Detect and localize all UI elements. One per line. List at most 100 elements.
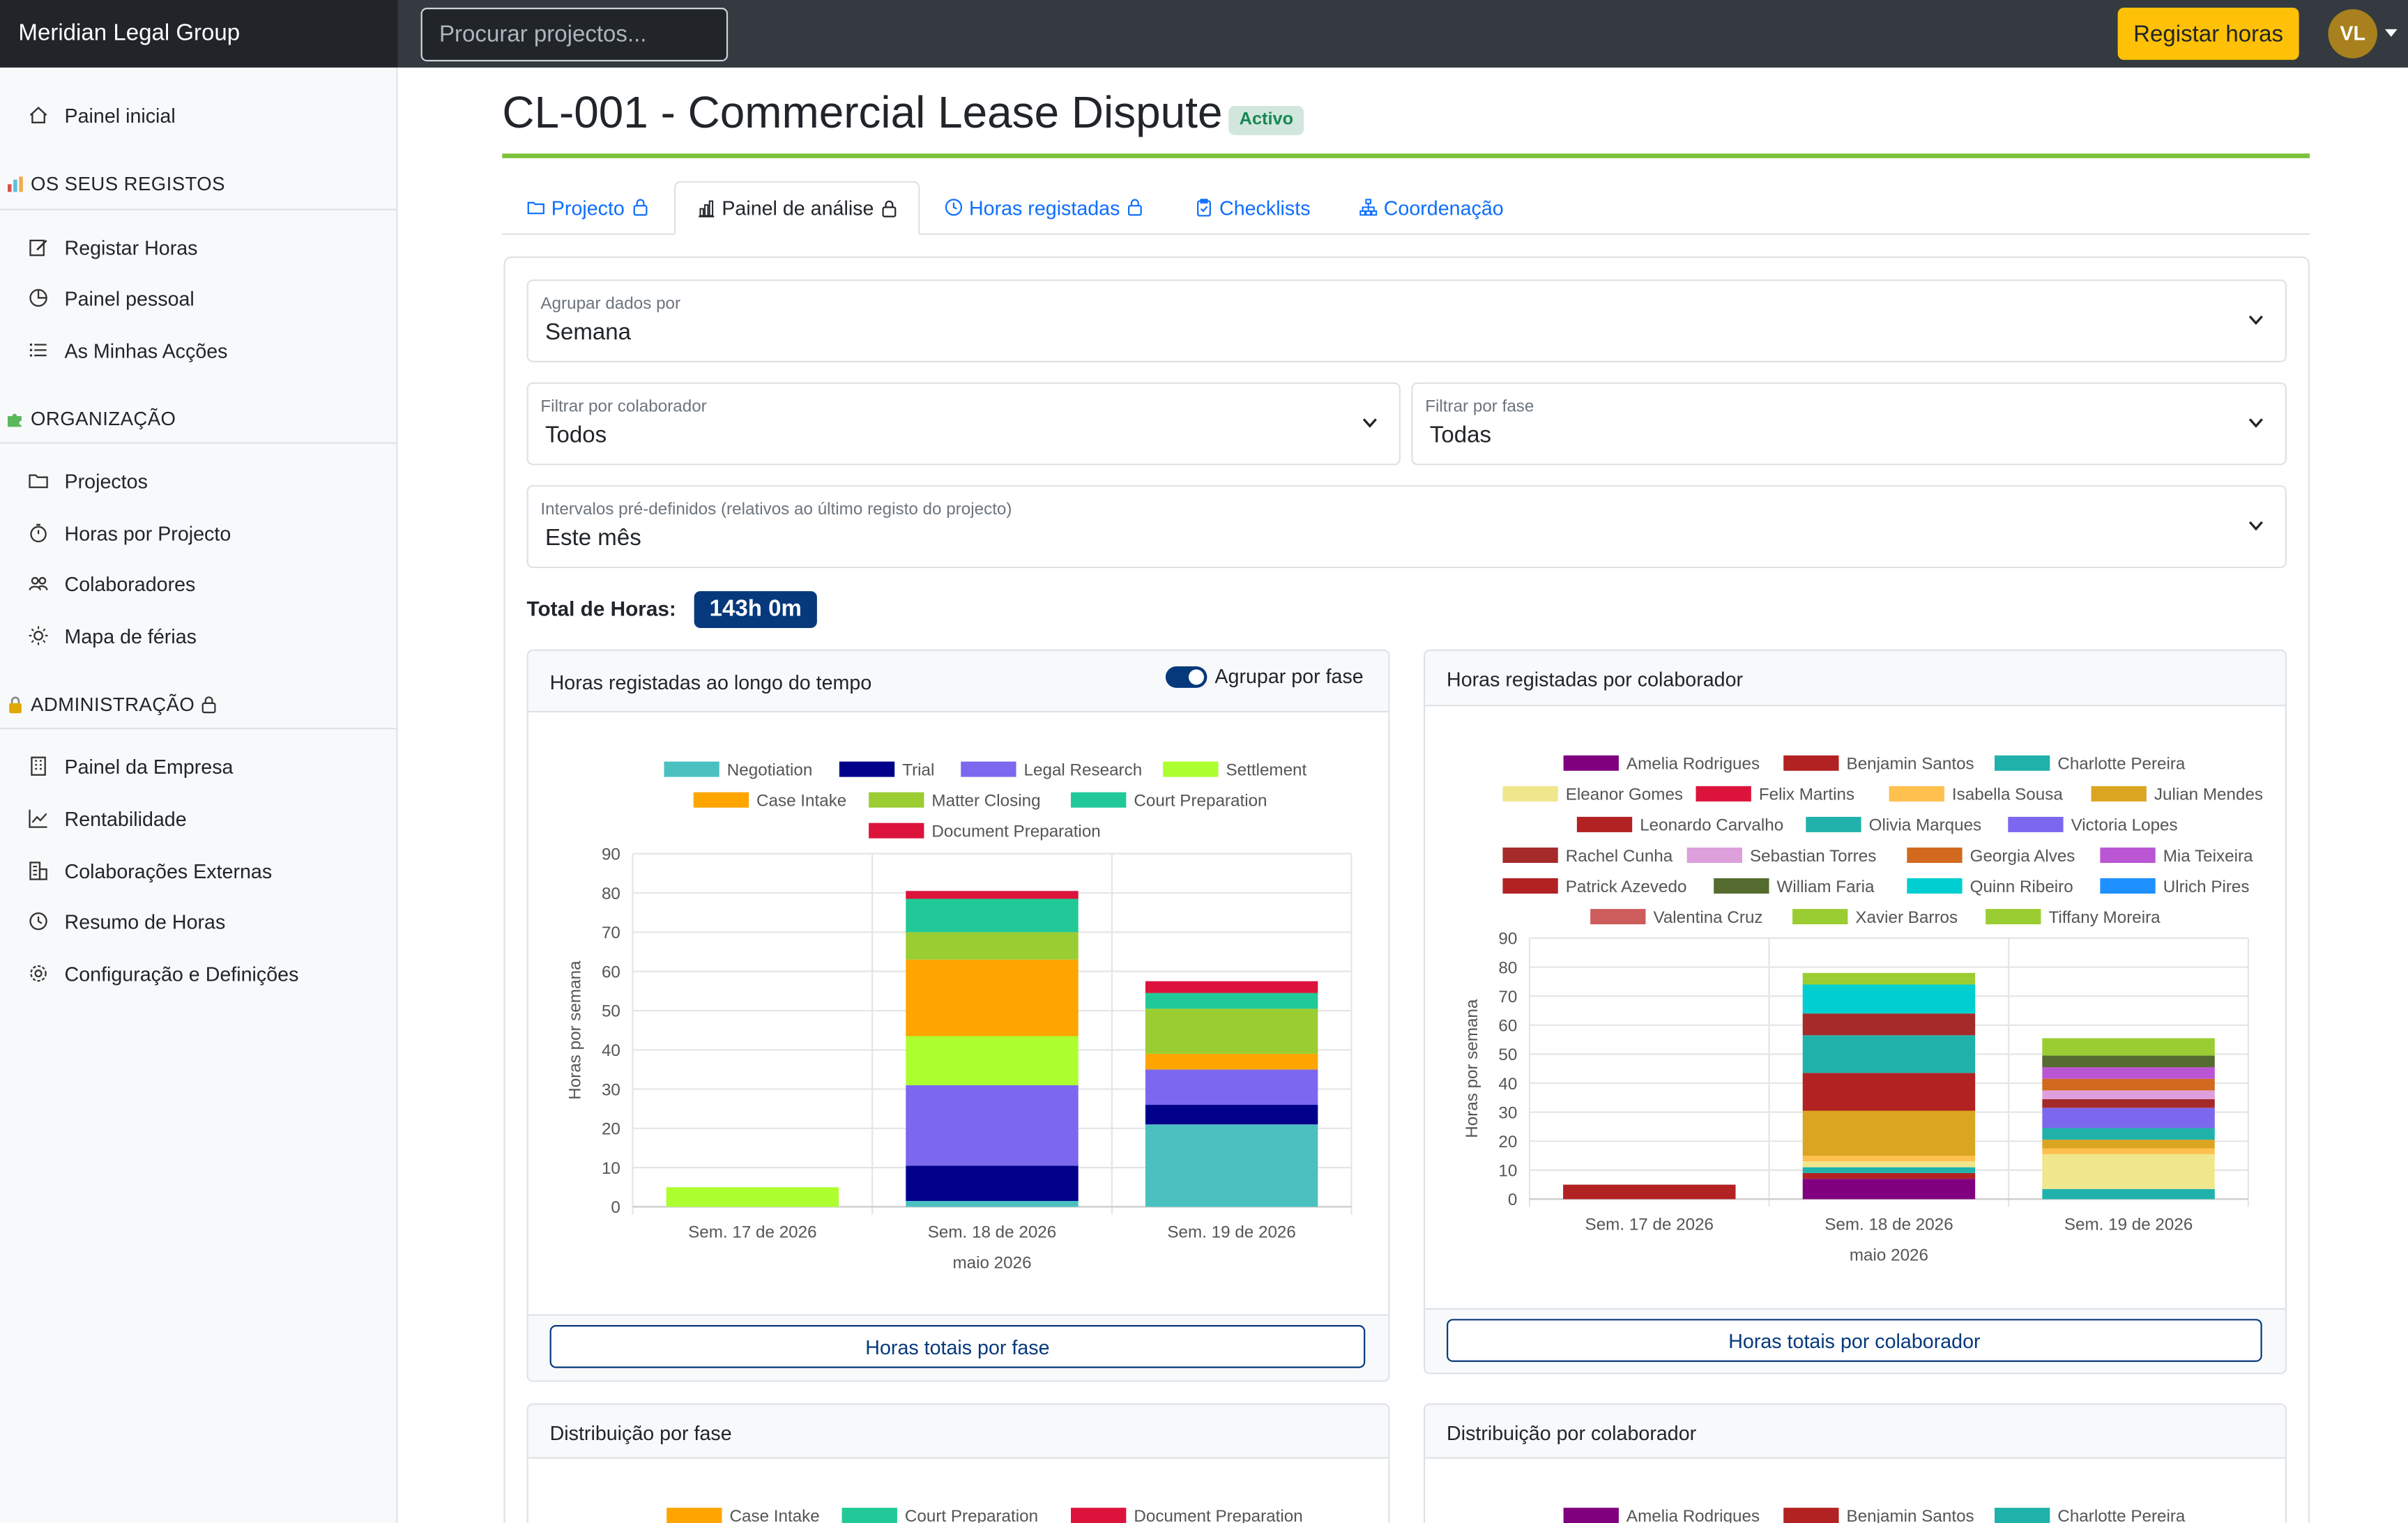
bar-segment[interactable]	[1145, 1105, 1318, 1125]
legend-swatch[interactable]	[1590, 909, 1646, 925]
legend-label[interactable]: William Faria	[1777, 878, 1875, 896]
bar-segment[interactable]	[906, 959, 1079, 1036]
legend-label[interactable]: Valentina Cruz	[1653, 908, 1762, 927]
legend-swatch[interactable]	[1889, 786, 1944, 802]
bar-segment[interactable]	[2042, 1188, 2215, 1200]
legend-label[interactable]: Olivia Marques	[1869, 816, 1982, 835]
sidebar-item-register-hours[interactable]: Registar Horas	[26, 229, 198, 266]
legend-label[interactable]: Negotiation	[727, 760, 813, 779]
bar-segment[interactable]	[1802, 1179, 1976, 1200]
legend-label[interactable]: Matter Closing	[931, 791, 1040, 810]
legend-swatch[interactable]	[1783, 755, 1839, 771]
collaborator-filter-select[interactable]: Filtrar por colaborador Todos	[526, 382, 1401, 466]
legend-swatch[interactable]	[1502, 786, 1558, 802]
legend-swatch[interactable]	[1071, 1508, 1127, 1523]
interval-select[interactable]: Intervalos pré-definidos (relativos ao ú…	[526, 485, 2287, 569]
legend-label[interactable]: Rachel Cunha	[1566, 847, 1673, 866]
bar-segment[interactable]	[1802, 979, 1976, 985]
legend-label[interactable]: Charlotte Pereira	[2057, 1507, 2186, 1523]
bar-segment[interactable]	[1802, 1035, 1976, 1073]
bar-segment[interactable]	[1145, 1069, 1318, 1105]
legend-label[interactable]: Amelia Rodrigues	[1626, 755, 1760, 774]
bar-segment[interactable]	[906, 1085, 1079, 1166]
bar-segment[interactable]	[2042, 1067, 2215, 1079]
legend-label[interactable]: Benjamin Santos	[1847, 755, 1974, 774]
bar-segment[interactable]	[1802, 1110, 1976, 1156]
bar-segment[interactable]	[1802, 972, 1976, 979]
legend-swatch[interactable]	[1695, 786, 1751, 802]
legend-label[interactable]: Court Preparation	[905, 1507, 1038, 1523]
total-hours-by-collaborator-button[interactable]: Horas totais por colaborador	[1447, 1319, 2262, 1362]
legend-label[interactable]: Mia Teixeira	[2163, 847, 2253, 866]
bar-segment[interactable]	[906, 898, 1079, 933]
bar-segment[interactable]	[906, 1165, 1079, 1201]
legend-label[interactable]: Julian Mendes	[2154, 786, 2263, 804]
bar-segment[interactable]	[2042, 1128, 2215, 1140]
legend-label[interactable]: Ulrich Pires	[2163, 878, 2250, 896]
legend-swatch[interactable]	[1071, 792, 1127, 808]
sidebar-item-external-collaborations[interactable]: Colaborações Externas	[26, 852, 272, 889]
legend-swatch[interactable]	[666, 1508, 722, 1523]
legend-swatch[interactable]	[1502, 878, 1558, 894]
legend-swatch[interactable]	[869, 822, 924, 839]
bar-segment[interactable]	[1145, 1124, 1318, 1207]
legend-swatch[interactable]	[1995, 755, 2050, 771]
bar-segment[interactable]	[1802, 1073, 1976, 1111]
legend-label[interactable]: Victoria Lopes	[2071, 816, 2178, 835]
legend-label[interactable]: Georgia Alves	[1970, 847, 2075, 866]
sidebar-item-settings[interactable]: Configuração e Definições	[26, 955, 298, 992]
bar-segment[interactable]	[906, 891, 1079, 899]
legend-label[interactable]: Xavier Barros	[1855, 908, 1958, 927]
tab-checklists[interactable]: Checklists	[1195, 181, 1311, 234]
tab-coordination[interactable]: Coordenação	[1359, 181, 1504, 234]
legend-label[interactable]: Charlotte Pereira	[2057, 755, 2186, 774]
legend-swatch[interactable]	[1563, 755, 1619, 771]
legend-label[interactable]: Eleanor Gomes	[1566, 786, 1683, 804]
bar-segment[interactable]	[1802, 984, 1976, 1014]
legend-swatch[interactable]	[869, 792, 924, 808]
sidebar-item-company-dashboard[interactable]: Painel da Empresa	[26, 748, 233, 785]
legend-label[interactable]: Court Preparation	[1134, 791, 1267, 810]
bar-segment[interactable]	[1802, 1155, 1976, 1162]
legend-swatch[interactable]	[1714, 878, 1769, 894]
bar-segment[interactable]	[2042, 1078, 2215, 1091]
legend-swatch[interactable]	[1907, 878, 1963, 894]
legend-swatch[interactable]	[1686, 847, 1742, 863]
legend-swatch[interactable]	[1783, 1508, 1839, 1523]
legend-label[interactable]: Trial	[902, 760, 934, 779]
sidebar-item-hours-per-project[interactable]: Horas por Projecto	[26, 514, 231, 551]
legend-swatch[interactable]	[839, 761, 895, 777]
bar-segment[interactable]	[1802, 1172, 1976, 1179]
legend-swatch[interactable]	[664, 761, 719, 777]
bar-segment[interactable]	[906, 1200, 1079, 1207]
sidebar-item-home[interactable]: Painel inicial	[26, 97, 176, 134]
legend-swatch[interactable]	[841, 1508, 897, 1523]
bar-segment[interactable]	[2042, 1038, 2215, 1056]
bar-segment[interactable]	[1145, 993, 1318, 1009]
sidebar-item-my-actions[interactable]: As Minhas Acções	[26, 332, 227, 369]
legend-swatch[interactable]	[1806, 816, 1861, 832]
bar-segment[interactable]	[2042, 1108, 2215, 1128]
bar-segment[interactable]	[1145, 1053, 1318, 1070]
legend-label[interactable]: Sebastian Torres	[1750, 847, 1876, 866]
tab-analysis-dashboard[interactable]: Painel de análise	[674, 181, 920, 236]
legend-label[interactable]: Isabella Sousa	[1952, 786, 2063, 804]
bar-segment[interactable]	[2042, 1140, 2215, 1149]
sidebar-item-personal-dashboard[interactable]: Painel pessoal	[26, 280, 195, 316]
sidebar-item-vacation-map[interactable]: Mapa de férias	[26, 618, 197, 655]
total-hours-by-phase-button[interactable]: Horas totais por fase	[549, 1325, 1366, 1368]
brand-name[interactable]: Meridian Legal Group	[0, 0, 398, 68]
group-by-phase-toggle[interactable]	[1165, 666, 1207, 688]
bar-segment[interactable]	[1802, 1167, 1976, 1173]
legend-label[interactable]: Leonardo Carvalho	[1640, 816, 1783, 835]
legend-swatch[interactable]	[2008, 816, 2064, 832]
legend-swatch[interactable]	[2100, 878, 2156, 894]
legend-swatch[interactable]	[2100, 847, 2156, 863]
sidebar-item-collaborators[interactable]: Colaboradores	[26, 565, 195, 602]
user-menu[interactable]: VL	[2328, 9, 2398, 59]
bar-segment[interactable]	[1145, 981, 1318, 993]
legend-swatch[interactable]	[1907, 847, 1963, 863]
phase-filter-select[interactable]: Filtrar por fase Todas	[1411, 382, 2287, 466]
legend-label[interactable]: Quinn Ribeiro	[1970, 878, 2073, 896]
legend-swatch[interactable]	[1792, 909, 1848, 925]
